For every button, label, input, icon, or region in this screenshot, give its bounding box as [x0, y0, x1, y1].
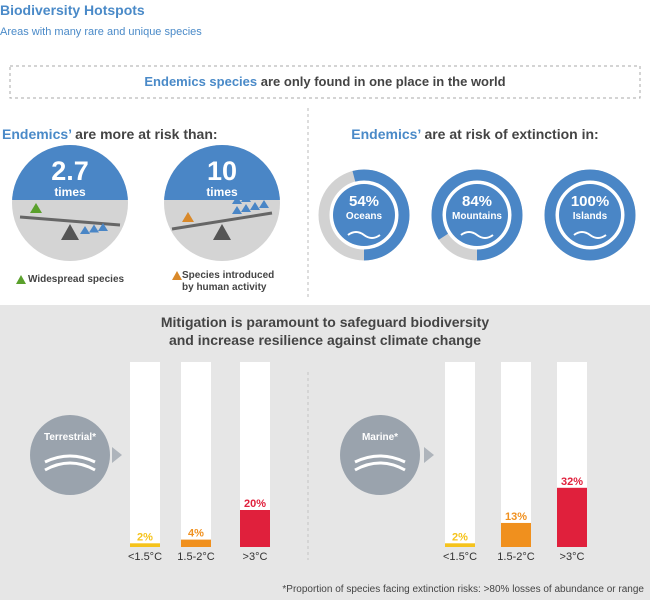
value-label: 2%	[452, 531, 468, 543]
ring-value: 84%	[462, 193, 492, 210]
fulcrum	[61, 224, 79, 240]
bar-bg	[181, 362, 211, 547]
value-label: 13%	[505, 511, 527, 523]
group-name: Terrestrial*	[44, 432, 96, 443]
risk-unit: times	[54, 185, 86, 199]
legend-label: Widespread species	[28, 274, 125, 285]
category-label: >3°C	[243, 551, 268, 563]
icon	[241, 204, 251, 212]
risk-value: 10	[207, 156, 237, 186]
icon	[182, 212, 194, 222]
ring-disc	[333, 184, 395, 246]
value-label: 4%	[188, 528, 204, 540]
risk-value: 2.7	[51, 156, 89, 186]
icon	[250, 202, 260, 210]
title: Biodiversity Hotspots	[0, 2, 145, 18]
icon	[80, 226, 90, 234]
subtitle: Areas with many rare and unique species	[0, 26, 202, 38]
icon	[241, 194, 251, 202]
ring-arc	[431, 169, 523, 261]
ring-label: Islands	[573, 211, 608, 222]
ring-icon	[347, 231, 381, 239]
ring-disc	[559, 184, 621, 246]
icon	[250, 192, 260, 200]
value-label: 20%	[244, 498, 266, 510]
category-label: 1.5-2°C	[497, 551, 534, 563]
value-label: 32%	[561, 476, 583, 488]
bar	[445, 543, 475, 547]
title-text: are more at risk than:	[75, 126, 218, 142]
risk-unit: times	[206, 185, 238, 199]
ring-disc	[446, 184, 508, 246]
bar	[240, 510, 270, 547]
seesaw	[171, 211, 273, 231]
ring-value: 54%	[349, 193, 379, 210]
arrow	[424, 447, 434, 463]
arrow	[112, 447, 122, 463]
ring-value: 100%	[571, 193, 609, 210]
section-title: Endemics’ are at risk of extinction in:	[320, 126, 630, 142]
icon	[30, 203, 42, 213]
group-name: Marine*	[362, 432, 398, 443]
title-text: are at risk of extinction in:	[424, 126, 599, 142]
fulcrum	[213, 224, 231, 240]
ring-icon	[460, 231, 494, 239]
banner: Endemics species are only found in one p…	[10, 74, 640, 89]
bar	[501, 522, 531, 547]
category-label: >3°C	[560, 551, 585, 563]
bar-bg	[501, 362, 531, 547]
icon	[259, 200, 269, 208]
bar-bg	[130, 362, 160, 547]
icon	[98, 223, 108, 231]
title-bold: Endemics’	[351, 126, 421, 142]
category-label: 1.5-2°C	[177, 551, 214, 563]
ring-icon	[573, 231, 607, 239]
ring-arc	[318, 169, 410, 261]
banner-bold: Endemics species	[144, 74, 258, 89]
banner-box	[9, 65, 641, 99]
banner-text: are only found in one place in the world	[260, 74, 506, 89]
icon	[89, 224, 99, 233]
group-icon	[44, 454, 96, 472]
category-label: <1.5°C	[128, 551, 162, 563]
bar	[557, 487, 587, 547]
group-icon	[354, 454, 406, 472]
ring-label: Mountains	[452, 211, 502, 222]
bar	[130, 543, 160, 547]
icon	[232, 206, 242, 214]
value-label: 2%	[137, 531, 153, 543]
title-bold: Endemics’	[2, 126, 72, 142]
icon	[232, 196, 242, 204]
legend-label: Species introduced by human activity	[182, 270, 275, 293]
legend-icon	[172, 271, 182, 280]
bar-bg	[445, 362, 475, 547]
legend-icon	[16, 275, 26, 284]
ring-label: Oceans	[346, 211, 383, 222]
section-title: Endemics’ are more at risk than:	[2, 126, 218, 142]
ring-arc	[544, 169, 636, 261]
footnote: *Proportion of species facing extinction…	[282, 584, 644, 595]
bar	[181, 539, 211, 547]
mitigation-title: Mitigation is paramount to safeguard bio…	[160, 314, 490, 348]
category-label: <1.5°C	[443, 551, 477, 563]
